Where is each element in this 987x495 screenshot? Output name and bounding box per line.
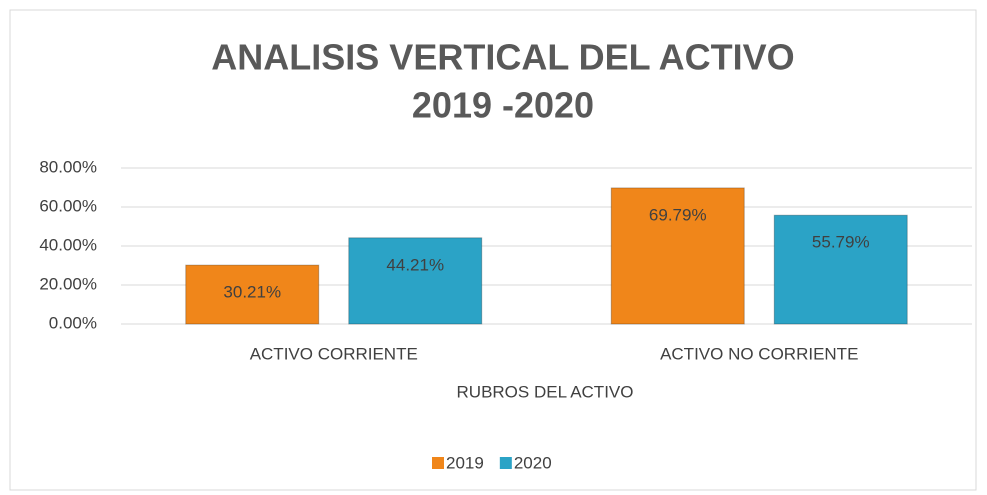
data-label: 69.79%: [649, 205, 707, 224]
y-tick-label: 0.00%: [49, 313, 97, 332]
legend-label: 2020: [514, 453, 552, 472]
bar: [348, 237, 483, 325]
legend-swatch: [499, 457, 512, 469]
legend-swatch: [432, 457, 444, 469]
x-tick-label: ACTIVO CORRIENTE: [250, 344, 418, 363]
data-label: 30.21%: [223, 283, 281, 302]
bar: [185, 264, 320, 325]
x-axis-title: RUBROS DEL ACTIVO: [457, 382, 634, 401]
y-tick-label: 40.00%: [39, 235, 97, 254]
bar: [610, 187, 745, 325]
chart-title: 2019 -2020: [412, 85, 594, 126]
bar: [773, 214, 908, 325]
data-label: 44.21%: [386, 255, 444, 274]
chart-title: ANALISIS VERTICAL DEL ACTIVO: [211, 37, 794, 78]
legend-label: 2019: [446, 453, 484, 472]
y-tick-label: 80.00%: [39, 157, 97, 176]
y-tick-label: 20.00%: [39, 274, 97, 293]
x-tick-label: ACTIVO NO CORRIENTE: [660, 344, 858, 363]
y-tick-label: 60.00%: [39, 196, 97, 215]
data-label: 55.79%: [812, 233, 870, 252]
